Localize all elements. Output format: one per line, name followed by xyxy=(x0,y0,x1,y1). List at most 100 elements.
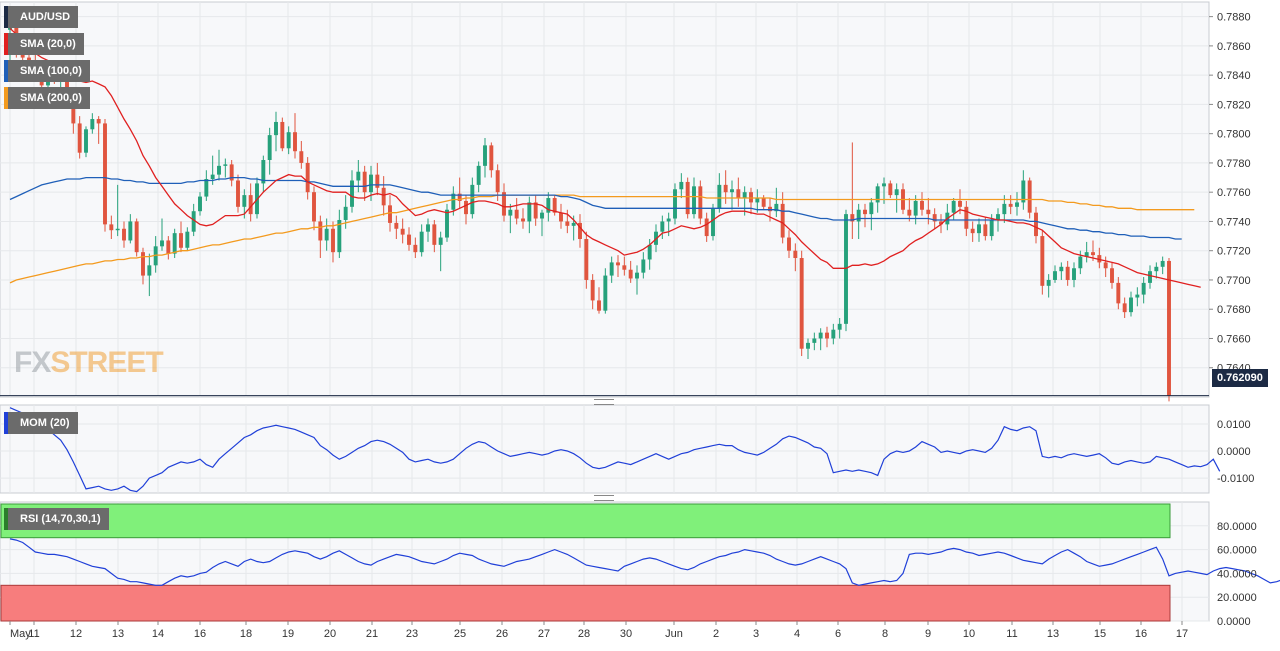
candle-body-156 xyxy=(996,214,1000,220)
pane-resize-handle-1[interactable] xyxy=(594,399,614,405)
candle-body-54 xyxy=(350,180,354,207)
candle-body-17 xyxy=(115,228,120,231)
candle-body-30 xyxy=(198,196,202,212)
price-tick-label-9: 0.7700 xyxy=(1217,275,1251,287)
candle-body-34 xyxy=(223,164,228,166)
candle-body-9 xyxy=(65,73,69,101)
candle-body-144 xyxy=(920,200,924,210)
candle-body-59 xyxy=(381,187,386,206)
candle-body-69 xyxy=(445,209,449,238)
candle-body-132 xyxy=(844,214,848,324)
candle-body-90 xyxy=(578,222,582,239)
candle-body-162 xyxy=(1034,212,1038,237)
candle-body-169 xyxy=(1078,256,1083,269)
price-tick-label-3: 0.7820 xyxy=(1217,99,1251,111)
candle-body-67 xyxy=(432,224,437,245)
candle-body-153 xyxy=(977,224,981,234)
candle-body-10 xyxy=(71,100,76,124)
candle-body-104 xyxy=(666,218,671,222)
price-tick-label-5: 0.7780 xyxy=(1217,158,1251,170)
candle-body-166 xyxy=(1059,266,1064,272)
candle-body-40 xyxy=(261,160,266,184)
candle-body-21 xyxy=(141,252,145,276)
candle-body-181 xyxy=(1154,266,1159,272)
candle-body-159 xyxy=(1015,202,1019,207)
x-tick-label-8: 20 xyxy=(324,628,336,640)
logo-part-fx: FX xyxy=(14,346,51,379)
candle-body-60 xyxy=(388,205,392,223)
x-tick-label-5: 16 xyxy=(194,628,206,640)
price-tick-label-6: 0.7760 xyxy=(1217,187,1251,199)
candle-body-11 xyxy=(77,123,82,153)
candle-body-177 xyxy=(1129,297,1133,313)
sma200-legend[interactable]: SMA (200,0) xyxy=(4,87,90,109)
candle-body-163 xyxy=(1040,236,1045,286)
candle-body-96 xyxy=(616,262,620,266)
x-tick-label-28: 17 xyxy=(1176,628,1188,640)
candle-body-133 xyxy=(850,214,855,222)
pane-resize-handle-2[interactable] xyxy=(594,495,614,501)
candle-body-135 xyxy=(863,209,867,215)
rsi-legend[interactable]: RSI (14,70,30,1) xyxy=(4,508,109,530)
price-tick-label-0: 0.7880 xyxy=(1217,12,1251,24)
candle-body-53 xyxy=(343,206,348,220)
x-tick-label-21: 8 xyxy=(882,628,888,640)
price-tick-label-1: 0.7860 xyxy=(1217,41,1251,53)
candle-body-28 xyxy=(185,231,190,248)
candle-body-63 xyxy=(407,234,411,245)
sma100-legend[interactable]: SMA (100,0) xyxy=(4,60,90,82)
candle-body-129 xyxy=(825,332,829,339)
x-tick-label-16: Jun xyxy=(665,628,683,640)
x-tick-label-27: 16 xyxy=(1135,628,1147,640)
candle-body-183 xyxy=(1167,260,1171,396)
candle-body-58 xyxy=(375,174,380,188)
candle-body-100 xyxy=(641,259,646,273)
candle-body-66 xyxy=(426,224,430,232)
candle-body-25 xyxy=(166,240,171,254)
candle-body-110 xyxy=(704,218,709,237)
candle-body-134 xyxy=(856,209,861,222)
candle-body-65 xyxy=(419,231,424,253)
x-tick-label-25: 13 xyxy=(1047,628,1059,640)
x-tick-label-9: 21 xyxy=(366,628,378,640)
candle-body-106 xyxy=(679,181,684,190)
candle-body-56 xyxy=(362,171,367,193)
x-tick-label-15: 30 xyxy=(620,628,632,640)
candle-body-29 xyxy=(191,211,196,232)
x-tick-label-20: 6 xyxy=(835,628,841,640)
x-tick-label-4: 14 xyxy=(152,628,164,640)
candle-body-151 xyxy=(964,206,969,229)
candle-body-1 xyxy=(14,23,19,41)
candle-body-64 xyxy=(413,244,418,253)
sma20-legend[interactable]: SMA (20,0) xyxy=(4,33,84,55)
fxstreet-logo: FXSTREET xyxy=(14,346,164,380)
candle-body-74 xyxy=(476,165,481,185)
x-tick-label-2: 12 xyxy=(70,628,82,640)
candle-body-71 xyxy=(457,193,462,201)
candle-body-94 xyxy=(603,275,608,311)
candle-body-126 xyxy=(806,342,810,349)
symbol-legend[interactable]: AUD/USD xyxy=(4,6,79,28)
candle-body-119 xyxy=(761,198,766,207)
candle-body-128 xyxy=(818,332,823,339)
candle-body-176 xyxy=(1122,303,1127,313)
candle-body-114 xyxy=(730,189,734,193)
last-price-label: 0.762090 xyxy=(1212,369,1268,387)
candle-body-75 xyxy=(483,145,487,166)
candle-body-182 xyxy=(1160,260,1165,267)
x-tick-label-13: 27 xyxy=(538,628,550,640)
candle-body-89 xyxy=(571,222,576,226)
candle-body-124 xyxy=(793,250,798,259)
candle-body-86 xyxy=(552,198,557,213)
candle-body-121 xyxy=(774,203,779,212)
candle-body-92 xyxy=(590,279,595,301)
mom-legend[interactable]: MOM (20) xyxy=(4,412,78,434)
candle-body-109 xyxy=(698,186,703,219)
candle-body-113 xyxy=(723,184,728,193)
candle-body-123 xyxy=(787,237,791,251)
candle-body-73 xyxy=(470,184,475,215)
candle-body-161 xyxy=(1027,180,1032,213)
candle-body-178 xyxy=(1135,294,1140,298)
candle-body-179 xyxy=(1141,282,1146,295)
candle-body-57 xyxy=(369,174,373,193)
